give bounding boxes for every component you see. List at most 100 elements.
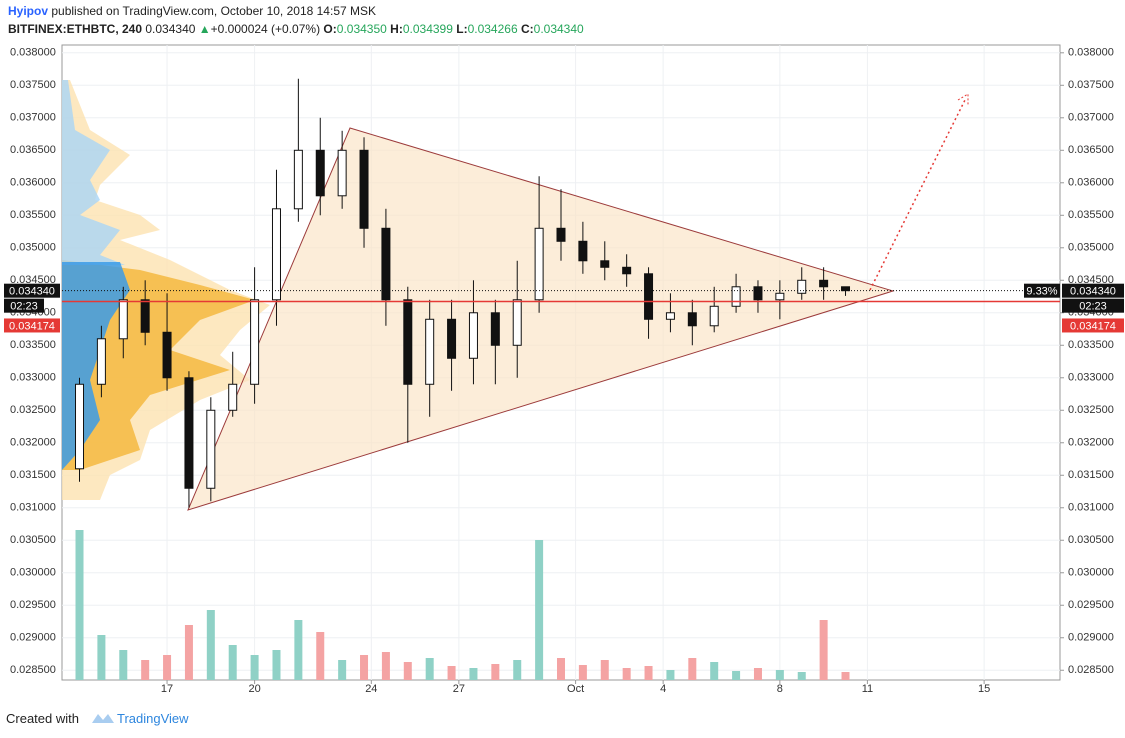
candle-body xyxy=(709,305,719,327)
candle-body xyxy=(140,299,150,333)
y-tick-label: 0.032500 xyxy=(1068,404,1114,416)
y-tick-label-left: 0.037500 xyxy=(10,79,56,91)
level-label-left-box xyxy=(4,318,60,333)
candle-body xyxy=(206,409,216,489)
countdown-left-box xyxy=(4,298,44,313)
y-tick-label: 0.034500 xyxy=(1068,274,1114,286)
last-price-label-left-box xyxy=(4,283,60,298)
created-with: Created with xyxy=(6,711,79,726)
y-tick-label-left: 0.029000 xyxy=(10,632,56,644)
author[interactable]: Hyipov xyxy=(8,4,49,18)
candle-body xyxy=(228,383,238,411)
y-tick-label: 0.035500 xyxy=(1068,209,1114,221)
chart: 0.028500 0.028500 0.029000 0.029000 0.029500… xyxy=(4,44,1124,695)
volume-bar xyxy=(294,620,303,680)
y-tick-label: 0.037000 xyxy=(1068,112,1114,124)
y-tick-label: 0.033500 xyxy=(1068,339,1114,351)
y-tick-label-left: 0.036000 xyxy=(10,177,56,189)
y-tick-label: 0.030000 xyxy=(1068,567,1114,579)
y-tick-label-left: 0.037000 xyxy=(10,112,56,124)
candle-body xyxy=(468,312,478,359)
y-tick-label-left: 0.035000 xyxy=(10,242,56,254)
symbol: BITFINEX:ETHBTC, 240 xyxy=(8,22,143,36)
arrow: ▲ xyxy=(198,22,211,36)
candle-body xyxy=(403,299,413,385)
logo xyxy=(92,714,114,723)
volume-bar xyxy=(797,672,806,680)
y-tick-label: 0.031500 xyxy=(1068,469,1114,481)
h-label: H: xyxy=(390,22,403,36)
brand[interactable]: TradingView xyxy=(116,711,189,726)
volume-bar xyxy=(732,671,741,680)
marks xyxy=(75,78,851,680)
volume-bar xyxy=(841,672,850,680)
logo-shape xyxy=(92,714,114,723)
x-tick-label: 11 xyxy=(862,683,873,695)
volume-bar xyxy=(250,655,259,680)
candle-body xyxy=(512,299,522,346)
countdown: 02:23 xyxy=(1079,301,1107,313)
candle-body xyxy=(162,331,172,379)
volume-bar xyxy=(141,660,150,680)
price: 0.034340 xyxy=(145,22,196,36)
published: published on TradingView.com, October 10… xyxy=(48,4,376,18)
candle-body xyxy=(578,240,588,262)
change: +0.000024 (+0.07%) xyxy=(210,22,321,36)
change-label: 9.33% xyxy=(1026,286,1057,298)
volume-bar xyxy=(447,666,456,680)
candle-body xyxy=(797,279,807,294)
level-label-box xyxy=(1062,318,1124,333)
candle-body xyxy=(665,312,675,320)
y-tick-label-left: 0.035500 xyxy=(10,209,56,221)
y-tick-label: 0.038000 xyxy=(1068,47,1114,59)
volume-bar xyxy=(316,632,325,680)
y-tick-label-left: 0.034500 xyxy=(10,274,56,286)
volume-bar xyxy=(119,650,128,680)
level-label: 0.034174 xyxy=(1070,320,1116,332)
candle-body xyxy=(622,266,632,275)
volume-bar xyxy=(425,658,434,680)
y-tick-label: 0.033000 xyxy=(1068,372,1114,384)
candle-body xyxy=(841,286,851,292)
change-label-box xyxy=(1024,283,1060,298)
x-tick-label: 24 xyxy=(365,683,377,695)
y-tick-label: 0.030500 xyxy=(1068,534,1114,546)
candle-body xyxy=(644,273,654,320)
candle-body xyxy=(775,292,785,301)
y-tick-label: 0.029000 xyxy=(1068,632,1114,644)
candle-body xyxy=(337,149,347,197)
candle-body xyxy=(96,338,106,385)
x-tick-label: 15 xyxy=(978,683,990,695)
candle-body xyxy=(271,208,281,301)
y-tick-label-left: 0.030500 xyxy=(10,534,56,546)
y-tick-label-left: 0.036500 xyxy=(10,144,56,156)
l: 0.034266 xyxy=(467,22,518,36)
volume-bar xyxy=(535,540,544,680)
volume-bar xyxy=(403,662,412,680)
y-tick-label: 0.037500 xyxy=(1068,79,1114,91)
volume-bar xyxy=(775,670,784,680)
h: 0.034399 xyxy=(402,22,453,36)
o-label: O: xyxy=(323,22,337,36)
header-line: BITFINEX:ETHBTC, 240 0.034340 ▲+0.000024… xyxy=(8,22,584,36)
y-tick-label-left: 0.032500 xyxy=(10,404,56,416)
volume-bar xyxy=(184,625,193,680)
l-label: L: xyxy=(456,22,468,36)
last-price-label-box xyxy=(1062,283,1124,298)
candle-body xyxy=(731,286,741,307)
volume-bar xyxy=(97,635,106,680)
y-tick-label-left: 0.031500 xyxy=(10,469,56,481)
y-tick-label: 0.035000 xyxy=(1068,242,1114,254)
volume-bar xyxy=(228,645,237,680)
countdown-left: 02:23 xyxy=(10,301,38,313)
x-tick-label: 8 xyxy=(777,683,783,695)
candle-body xyxy=(293,149,303,210)
volume-bar xyxy=(381,652,390,680)
candle-body xyxy=(315,149,325,197)
candle-body xyxy=(534,227,544,301)
y-tick-label-left: 0.038000 xyxy=(10,47,56,59)
candle-body xyxy=(118,299,128,340)
volume-bar xyxy=(753,668,762,680)
last-price-label-left: 0.034340 xyxy=(9,286,55,298)
